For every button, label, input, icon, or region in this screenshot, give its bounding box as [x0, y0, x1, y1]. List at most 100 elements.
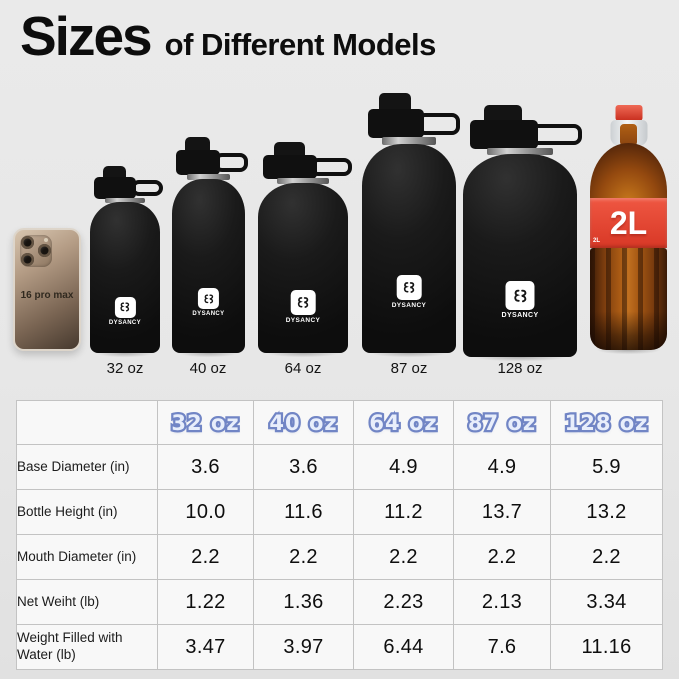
- table-row: Base Diameter (in) 3.6 3.6 4.9 4.9 5.9: [16, 444, 663, 490]
- brand-logo-text: DYSANCY: [192, 311, 225, 318]
- bottle-body: [258, 183, 348, 353]
- brand-logo-icon: [505, 281, 535, 311]
- bottle-steel-ring: [187, 173, 230, 181]
- phone-model-label: 16 pro max: [20, 290, 74, 301]
- bottle-spout: [378, 93, 411, 112]
- spec-value: 2.2: [253, 534, 354, 580]
- brand-logo: DYSANCY: [392, 275, 427, 309]
- camera-lens-icon: [38, 244, 51, 257]
- bottle-steel-ring: [381, 137, 437, 145]
- cola-lower-body: [590, 248, 667, 350]
- spec-value: 2.2: [453, 534, 551, 580]
- column-header-128oz: 128 oz 128 oz: [550, 400, 663, 445]
- spec-value: 10.0: [157, 489, 254, 535]
- bottle-cap: [469, 120, 539, 150]
- table-row: Net Weiht (lb) 1.22 1.36 2.23 2.13 3.34: [16, 579, 663, 625]
- phone-image: 16 pro max: [13, 228, 81, 351]
- bottle-cap: [94, 177, 137, 199]
- column-header-40oz: 40 oz 40 oz: [253, 400, 354, 445]
- table-header-row: 32 oz 32 oz 40 oz 40 oz 64 oz 64 oz 87 oz 87…: [16, 400, 663, 445]
- spec-value: 2.2: [353, 534, 454, 580]
- spec-value: 5.9: [550, 444, 663, 490]
- brand-logo-icon: [197, 288, 219, 310]
- bottle-64oz-image: DYSANCY: [250, 142, 356, 359]
- brand-logo: DYSANCY: [285, 289, 321, 324]
- spec-value: 3.34: [550, 579, 663, 625]
- camera-lens-icon: [21, 236, 34, 249]
- cola-liquid: [620, 124, 637, 146]
- brand-logo-text: DYSANCY: [501, 312, 539, 320]
- bottle-size-label: 40 oz: [189, 360, 227, 377]
- spec-value: 2.2: [550, 534, 663, 580]
- brand-logo-icon: [290, 289, 316, 315]
- bottle-spout: [274, 142, 305, 157]
- row-label: Weight Filled with Water (lb): [16, 624, 158, 670]
- cola-volume-text: 2L: [609, 204, 648, 241]
- spec-value: 11.16: [550, 624, 663, 670]
- spec-value: 13.2: [550, 489, 663, 535]
- cola-shoulder: [590, 143, 667, 200]
- brand-logo: DYSANCY: [501, 281, 538, 319]
- table-row: Mouth Diameter (in) 2.2 2.2 2.2 2.2 2.2: [16, 534, 663, 580]
- column-header-64oz: 64 oz 64 oz: [353, 400, 454, 445]
- bottle-cap: [263, 154, 318, 179]
- bottle-body: [172, 179, 245, 353]
- spec-value: 11.2: [353, 489, 454, 535]
- bottle-steel-ring: [486, 147, 554, 156]
- bottle-steel-ring: [276, 177, 330, 185]
- cola-neck: [610, 120, 647, 146]
- brand-logo: DYSANCY: [108, 296, 142, 326]
- bottle-size-label: 32 oz: [106, 360, 144, 377]
- spec-value: 4.9: [353, 444, 454, 490]
- spec-table: 32 oz 32 oz 40 oz 40 oz 64 oz 64 oz 87 oz 87…: [16, 400, 663, 670]
- bottle-size-label: 128 oz: [497, 360, 543, 377]
- spec-value: 6.44: [353, 624, 454, 670]
- row-label: Base Diameter (in): [16, 444, 158, 490]
- row-label: Net Weiht (lb): [16, 579, 158, 625]
- spec-value: 2.23: [353, 579, 454, 625]
- row-label: Bottle Height (in): [16, 489, 158, 535]
- bottle-spout: [185, 137, 210, 153]
- spec-value: 3.6: [253, 444, 354, 490]
- bottle-body: [362, 143, 456, 353]
- spec-value: 7.6: [453, 624, 551, 670]
- bottle-32oz-image: DYSANCY: [84, 166, 166, 359]
- bottle-body: [463, 154, 577, 357]
- spec-value: 11.6: [253, 489, 354, 535]
- brand-logo-text: DYSANCY: [391, 302, 427, 309]
- brand-logo-icon: [114, 296, 136, 318]
- bottle-128oz-image: DYSANCY: [453, 105, 587, 363]
- spec-value: 4.9: [453, 444, 551, 490]
- title-subtitle: of Different Models: [164, 27, 437, 62]
- brand-logo: DYSANCY: [192, 288, 224, 317]
- camera-lens-icon: [21, 253, 34, 266]
- bottle-87oz-image: DYSANCY: [354, 93, 464, 359]
- camera-flash-icon: [44, 238, 48, 242]
- bottle-body: [90, 202, 160, 353]
- bottle-size-label: 87 oz: [390, 360, 428, 377]
- brand-logo-icon: [396, 275, 422, 300]
- cola-cap: [615, 105, 642, 121]
- brand-logo-text: DYSANCY: [108, 319, 142, 326]
- spec-value: 3.47: [157, 624, 254, 670]
- bottle-steel-ring: [104, 197, 146, 204]
- table-row: Bottle Height (in) 10.0 11.6 11.2 13.7 1…: [16, 489, 663, 535]
- column-header-32oz: 32 oz 32 oz: [157, 400, 254, 445]
- cola-label: 2L 2L: [590, 198, 667, 248]
- bottle-40oz-image: DYSANCY: [166, 137, 251, 359]
- spec-value: 3.6: [157, 444, 254, 490]
- row-label: Mouth Diameter (in): [16, 534, 158, 580]
- title-main: Sizes: [20, 5, 153, 67]
- bottle-spout: [102, 166, 127, 180]
- table-corner-cell: [16, 400, 158, 445]
- column-header-87oz: 87 oz 87 oz: [453, 400, 551, 445]
- bottle-cap: [367, 108, 425, 139]
- bottle-cap: [176, 149, 221, 175]
- spec-value: 3.97: [253, 624, 354, 670]
- spec-value: 1.36: [253, 579, 354, 625]
- spec-value: 1.22: [157, 579, 254, 625]
- spec-value: 2.2: [157, 534, 254, 580]
- brand-logo-text: DYSANCY: [285, 316, 321, 324]
- page-title: Sizes of Different Models: [20, 4, 436, 68]
